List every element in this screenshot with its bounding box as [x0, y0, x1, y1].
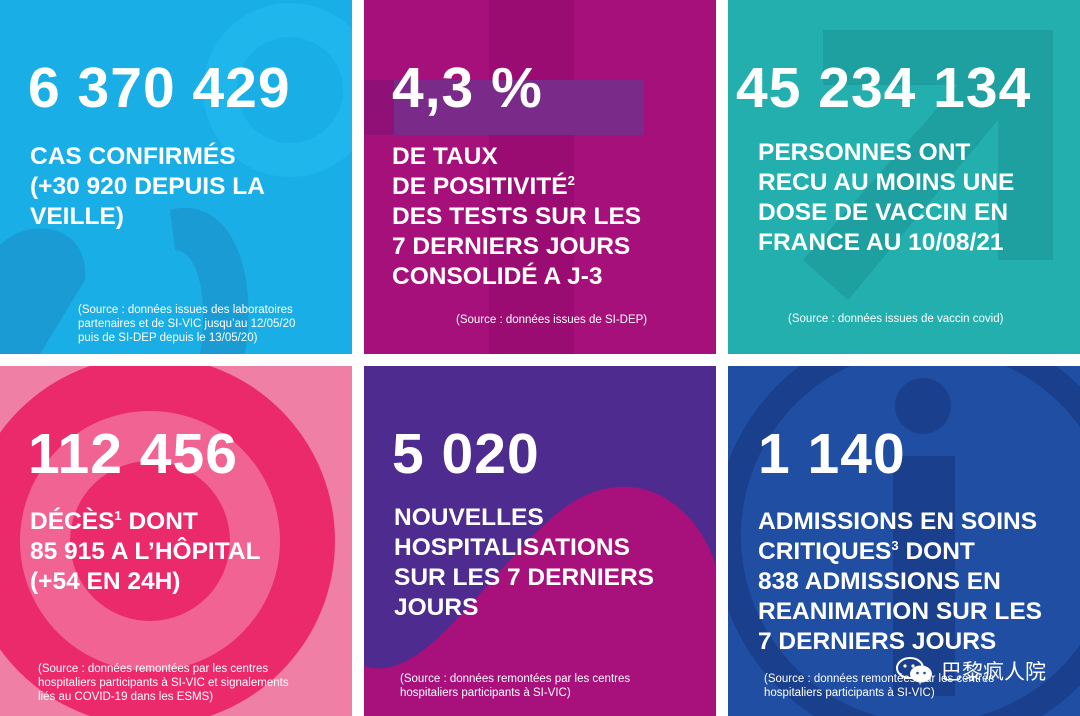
desc-line: RECU AU MOINS UNE	[758, 169, 1015, 196]
source-line: (Source : données remontées par les cent…	[400, 673, 631, 685]
watermark: 巴黎疯人院	[895, 656, 1046, 686]
desc-line: PERSONNES ONT	[758, 139, 971, 166]
tile-deaths: 112 456 DÉCÈS1 DONT 85 915 A L’HÔPITAL (…	[0, 366, 352, 716]
vaccinated-source: (Source : données issues de vaccin covid…	[788, 312, 1003, 326]
desc-line: DE TAUX	[392, 143, 498, 170]
critical-care-count: 1 140	[758, 422, 906, 486]
deaths-count: 112 456	[28, 422, 238, 486]
source-line: liés au COVID-19 dans les ESMS)	[38, 691, 214, 703]
positivity-rate-description: DE TAUX DE POSITIVITÉ2 DES TESTS SUR LES…	[392, 142, 641, 292]
decorative-wave-shape	[364, 486, 716, 716]
confirmed-cases-count: 6 370 429	[28, 56, 291, 120]
desc-line: DOSE DE VACCIN EN	[758, 199, 1009, 226]
decorative-numeral-shapes	[0, 3, 352, 354]
tile-vaccinated: 45 234 134 PERSONNES ONT RECU AU MOINS U…	[728, 0, 1080, 354]
confirmed-cases-description: CAS CONFIRMÉS (+30 920 DEPUIS LA VEILLE)	[30, 142, 265, 232]
desc-line: CAS CONFIRMÉS	[30, 143, 236, 170]
desc-line: FRANCE AU 10/08/21	[758, 229, 1004, 256]
desc-line: 85 915 A L’HÔPITAL	[30, 538, 261, 565]
positivity-rate-source: (Source : données issues de SI-DEP)	[456, 313, 647, 327]
vaccinated-count: 45 234 134	[736, 56, 1032, 120]
critical-care-description: ADMISSIONS EN SOINS CRITIQUES3 DONT 838 …	[758, 507, 1042, 657]
tile-positivity-rate: 4,3 % DE TAUX DE POSITIVITÉ2 DES TESTS S…	[364, 0, 716, 354]
desc-line-with-footnote: DÉCÈS1 DONT	[30, 507, 261, 537]
decorative-plus-shape	[364, 0, 644, 354]
source-line: (Source : données remontées par les cent…	[38, 663, 269, 675]
critical-care-source: (Source : données remontées par les cent…	[764, 672, 994, 700]
footnote-marker: 1	[114, 507, 122, 523]
desc-line: 838 ADMISSIONS EN	[758, 568, 1001, 595]
footnote-marker: 2	[567, 172, 575, 188]
desc-text: CRITIQUES	[758, 538, 892, 565]
desc-text: DÉCÈS	[30, 508, 115, 535]
tile-critical-care: 1 140 ADMISSIONS EN SOINS CRITIQUES3 DON…	[728, 366, 1080, 716]
desc-line: 7 DERNIERS JOURS	[392, 233, 631, 260]
desc-line: JOURS	[394, 594, 479, 621]
source-line: (Source : données issues de SI-DEP)	[456, 314, 648, 326]
desc-line: 7 DERNIERS JOURS	[758, 628, 997, 655]
source-line: (Source : données remontées par les cent…	[764, 673, 995, 685]
source-line: hospitaliers participants à SI-VIC)	[400, 687, 571, 699]
source-line: hospitaliers participants à SI-VIC)	[764, 687, 935, 699]
hospitalisations-count: 5 020	[392, 422, 540, 486]
source-line: (Source : données issues de vaccin covid…	[788, 313, 1004, 325]
desc-text: DONT	[898, 538, 975, 565]
desc-line: SUR LES 7 DERNIERS	[394, 564, 655, 591]
tile-confirmed-cases: 6 370 429 CAS CONFIRMÉS (+30 920 DEPUIS …	[0, 0, 352, 354]
decorative-info-circle	[728, 366, 1080, 716]
hospitalisations-description: NOUVELLES HOSPITALISATIONS SUR LES 7 DER…	[394, 503, 654, 623]
positivity-rate-value: 4,3 %	[392, 56, 543, 120]
desc-line: REANIMATION SUR LES	[758, 598, 1043, 625]
desc-line: CONSOLIDÉ A J-3	[392, 263, 603, 290]
tile-hospitalisations: 5 020 NOUVELLES HOSPITALISATIONS SUR LES…	[364, 366, 716, 716]
desc-line: ADMISSIONS EN SOINS	[758, 508, 1038, 535]
deaths-source: (Source : données remontées par les cent…	[38, 662, 289, 704]
vaccinated-description: PERSONNES ONT RECU AU MOINS UNE DOSE DE …	[758, 138, 1014, 258]
desc-line: HOSPITALISATIONS	[394, 534, 630, 561]
watermark-text: 巴黎疯人院	[941, 660, 1046, 684]
wechat-icon	[896, 657, 932, 683]
source-line: hospitaliers participants à SI-VIC et si…	[38, 677, 289, 689]
hospitalisations-source: (Source : données remontées par les cent…	[400, 672, 630, 700]
confirmed-cases-source: (Source : données issues des laboratoire…	[78, 303, 295, 345]
desc-line-with-footnote: CRITIQUES3 DONT	[758, 537, 1042, 567]
desc-line: (+30 920 DEPUIS LA	[30, 173, 265, 200]
desc-line: VEILLE)	[30, 203, 124, 230]
deaths-description: DÉCÈS1 DONT 85 915 A L’HÔPITAL (+54 EN 2…	[30, 507, 261, 597]
desc-line: NOUVELLES	[394, 504, 544, 531]
desc-line: (+54 EN 24H)	[30, 568, 181, 595]
source-line: partenaires et de SI-VIC jusqu’au 12/05/…	[78, 318, 296, 330]
source-line: (Source : données issues des laboratoire…	[78, 304, 293, 316]
desc-text: DONT	[121, 508, 198, 535]
desc-text: DE POSITIVITÉ	[392, 173, 568, 200]
desc-line: DES TESTS SUR LES	[392, 203, 642, 230]
source-line: puis de SI-DEP depuis le 13/05/20)	[78, 332, 258, 344]
footnote-marker: 3	[891, 537, 899, 553]
decorative-target-circles	[0, 366, 352, 716]
decorative-arrow-shape	[803, 30, 1053, 300]
desc-line-with-footnote: DE POSITIVITÉ2	[392, 172, 641, 202]
